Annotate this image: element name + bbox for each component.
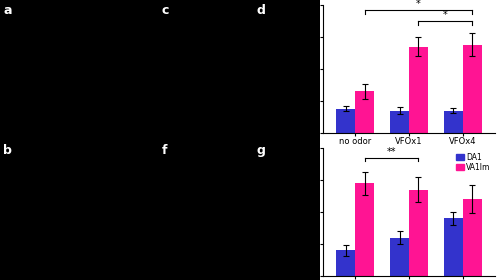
- Text: c: c: [162, 4, 170, 17]
- Y-axis label: GFP intensity: GFP intensity: [296, 179, 306, 244]
- Text: f: f: [162, 144, 168, 157]
- Bar: [463, 199, 481, 276]
- Text: g: g: [256, 144, 265, 157]
- Bar: [409, 190, 428, 276]
- Bar: [355, 183, 374, 276]
- Bar: [463, 45, 481, 133]
- Bar: [390, 111, 409, 133]
- Bar: [409, 46, 428, 133]
- Y-axis label: GFP intensity: GFP intensity: [296, 37, 306, 101]
- Text: d: d: [256, 4, 265, 17]
- Bar: [390, 238, 409, 276]
- Bar: [336, 109, 355, 133]
- Bar: [355, 91, 374, 133]
- Bar: [336, 250, 355, 276]
- Bar: [444, 111, 463, 133]
- Legend: DA1, VA1lm: DA1, VA1lm: [456, 152, 491, 172]
- Text: b: b: [3, 144, 12, 157]
- Bar: [444, 218, 463, 276]
- Text: *: *: [443, 10, 448, 20]
- Text: a: a: [3, 4, 12, 17]
- Text: *: *: [416, 0, 421, 10]
- Text: **: **: [387, 147, 396, 157]
- Text: e: e: [285, 0, 294, 10]
- Text: h: h: [285, 140, 294, 153]
